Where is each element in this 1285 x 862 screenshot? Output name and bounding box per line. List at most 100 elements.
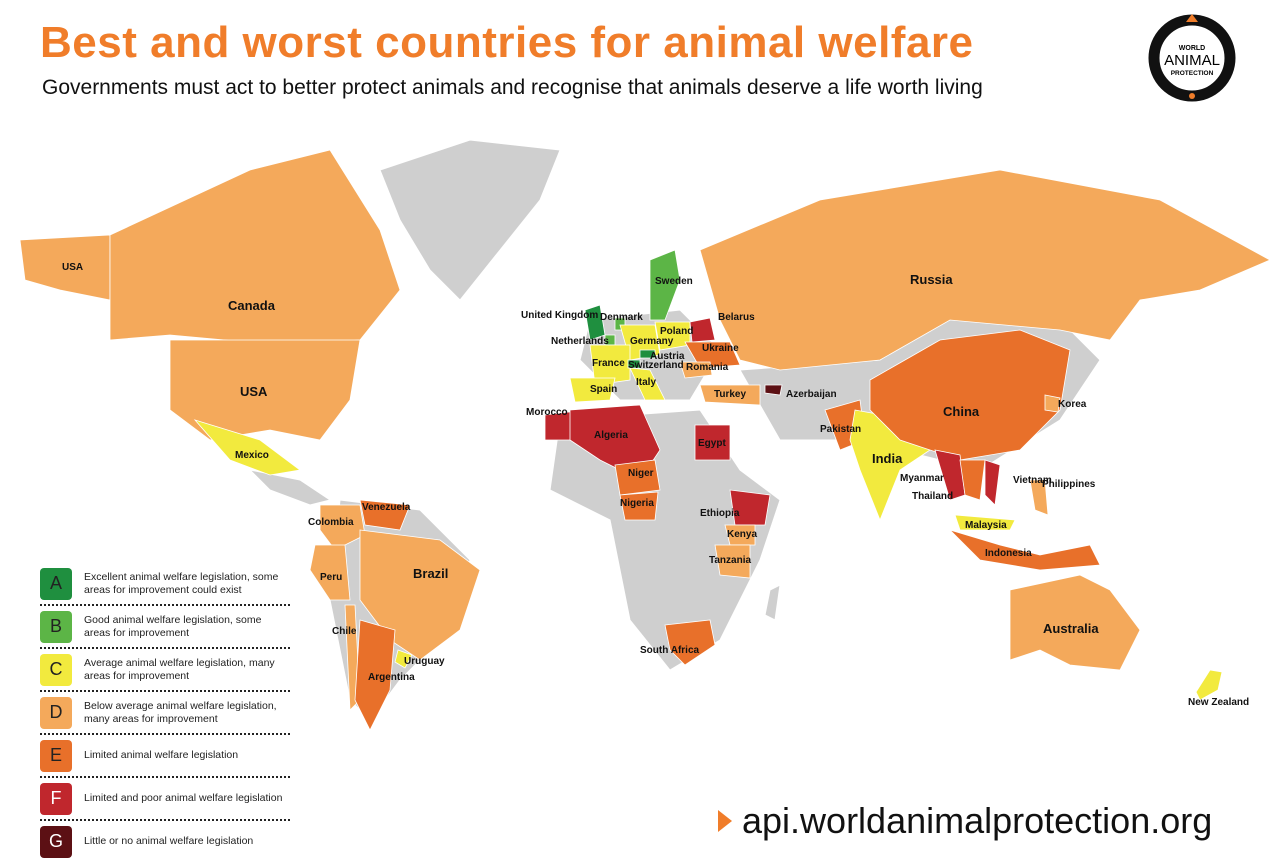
- country-label-peru: Peru: [320, 572, 342, 583]
- country-new-zealand: [1195, 669, 1223, 701]
- country-label-pakistan: Pakistan: [820, 424, 861, 435]
- svg-text:ANIMAL: ANIMAL: [1164, 52, 1220, 69]
- legend-item-B: B Good animal welfare legislation, some a…: [40, 606, 290, 649]
- country-label-china: China: [943, 404, 980, 419]
- country-uruguay: [394, 649, 413, 669]
- legend-item-A: A Excellent animal welfare legislation, s…: [40, 563, 290, 606]
- country-label-niger: Niger: [628, 468, 654, 479]
- legend-swatch: D: [40, 696, 72, 729]
- country-label-poland: Poland: [660, 326, 693, 337]
- country-label-nigeria: Nigeria: [620, 498, 654, 509]
- country-label-switzerland: Switzerland: [628, 360, 684, 371]
- country-italy: [629, 367, 666, 401]
- country-label-austria: Austria: [650, 351, 685, 362]
- country-south-africa: [664, 619, 716, 666]
- country-label-algeria: Algeria: [594, 430, 628, 441]
- country-label-azerbaijan: Azerbaijan: [786, 389, 837, 400]
- country-vietnam: [984, 459, 1001, 506]
- country-usa: [19, 234, 111, 301]
- country-brazil: [359, 529, 481, 661]
- country-canada: [109, 149, 401, 346]
- legend-swatch: B: [40, 610, 72, 643]
- country-spain: [569, 377, 616, 403]
- country-label-spain: Spain: [590, 384, 617, 395]
- country-label-morocco: Morocco: [526, 407, 568, 418]
- country-label-chile: Chile: [332, 626, 357, 637]
- country-label-sweden: Sweden: [655, 276, 693, 287]
- country-argentina: [354, 619, 396, 731]
- country-label-malaysia: Malaysia: [965, 520, 1007, 531]
- country-australia: [1009, 574, 1141, 671]
- country-sweden: [649, 249, 681, 321]
- country-romania: [679, 361, 713, 379]
- legend-text: Below average animal welfare legislation…: [84, 699, 277, 725]
- country-label-italy: Italy: [636, 377, 656, 388]
- country-label-mexico: Mexico: [235, 450, 269, 461]
- legend-swatch: A: [40, 567, 72, 600]
- country-label-korea: Korea: [1058, 399, 1087, 410]
- play-triangle-icon: [718, 810, 732, 832]
- country-label-brazil: Brazil: [413, 566, 448, 581]
- country-label-thailand: Thailand: [912, 491, 953, 502]
- country-label-romania: Romania: [686, 362, 729, 373]
- country-turkey: [699, 384, 761, 406]
- country-indonesia: [949, 529, 1101, 571]
- country-venezuela: [359, 499, 411, 531]
- legend-text: Little or no animal welfare legislation: [84, 835, 254, 847]
- legend-text: Good animal welfare legislation, some ar…: [84, 613, 262, 639]
- country-korea: [1044, 394, 1061, 413]
- country-usa: [169, 339, 361, 441]
- country-peru: [309, 544, 351, 601]
- country-label-myanmar: Myanmar: [900, 473, 944, 484]
- country-label-india: India: [872, 451, 903, 466]
- country-mexico: [193, 419, 301, 476]
- page-title: Best and worst countries for animal welf…: [40, 18, 974, 67]
- country-label-belarus: Belarus: [718, 312, 755, 323]
- country-china: [869, 329, 1071, 461]
- svg-text:PROTECTION: PROTECTION: [1171, 70, 1214, 77]
- country-colombia: [319, 504, 366, 551]
- madagascar: [764, 584, 781, 621]
- legend-text: Limited and poor animal welfare legislat…: [84, 792, 283, 804]
- country-label-united-kingdom: United Kingdom: [521, 310, 598, 321]
- country-belarus: [689, 317, 716, 343]
- footer-url[interactable]: api.worldanimalprotection.org: [718, 800, 1212, 842]
- country-label-philippines: Philippines: [1042, 479, 1096, 490]
- country-label-turkey: Turkey: [714, 389, 746, 400]
- legend-swatch: G: [40, 825, 72, 858]
- legend-swatch: E: [40, 739, 72, 772]
- country-label-usa: USA: [240, 384, 268, 399]
- country-label-canada: Canada: [228, 298, 276, 313]
- country-switzerland: [627, 359, 641, 369]
- country-label-south-africa: South Africa: [640, 645, 700, 656]
- country-ethiopia: [729, 489, 771, 526]
- world-map: USA Canada USA Mexico Venezuela Colombia Peru B…: [19, 139, 1271, 731]
- country-russia: [699, 169, 1271, 371]
- country-label-germany: Germany: [630, 336, 674, 347]
- country-label-usa: USA: [62, 262, 83, 273]
- country-label-australia: Australia: [1043, 621, 1099, 636]
- central-america: [248, 469, 332, 506]
- page-subtitle: Governments must act to better protect a…: [42, 76, 983, 99]
- country-label-ukraine: Ukraine: [702, 343, 739, 354]
- country-austria: [639, 349, 656, 359]
- greenland: [379, 139, 561, 301]
- country-niger: [614, 459, 661, 496]
- country-label-tanzania: Tanzania: [709, 555, 751, 566]
- legend-item-E: E Limited animal welfare legislation: [40, 735, 290, 778]
- country-malaysia: [954, 514, 1016, 531]
- country-label-indonesia: Indonesia: [985, 548, 1032, 559]
- country-label-denmark: Denmark: [600, 312, 643, 323]
- country-label-russia: Russia: [910, 272, 953, 287]
- url-text: api.worldanimalprotection.org: [742, 800, 1213, 841]
- legend-text: Average animal welfare legislation, many…: [84, 656, 275, 682]
- country-label-france: France: [592, 358, 625, 369]
- country-label-uruguay: Uruguay: [404, 656, 445, 667]
- country-philippines: [1029, 479, 1049, 516]
- legend-swatch: C: [40, 653, 72, 686]
- country-label-kenya: Kenya: [727, 529, 757, 540]
- legend-swatch: F: [40, 782, 72, 815]
- country-label-vietnam: Vietnam: [1013, 475, 1052, 486]
- country-egypt: [694, 424, 731, 461]
- legend-text: Excellent animal welfare legislation, so…: [84, 570, 279, 596]
